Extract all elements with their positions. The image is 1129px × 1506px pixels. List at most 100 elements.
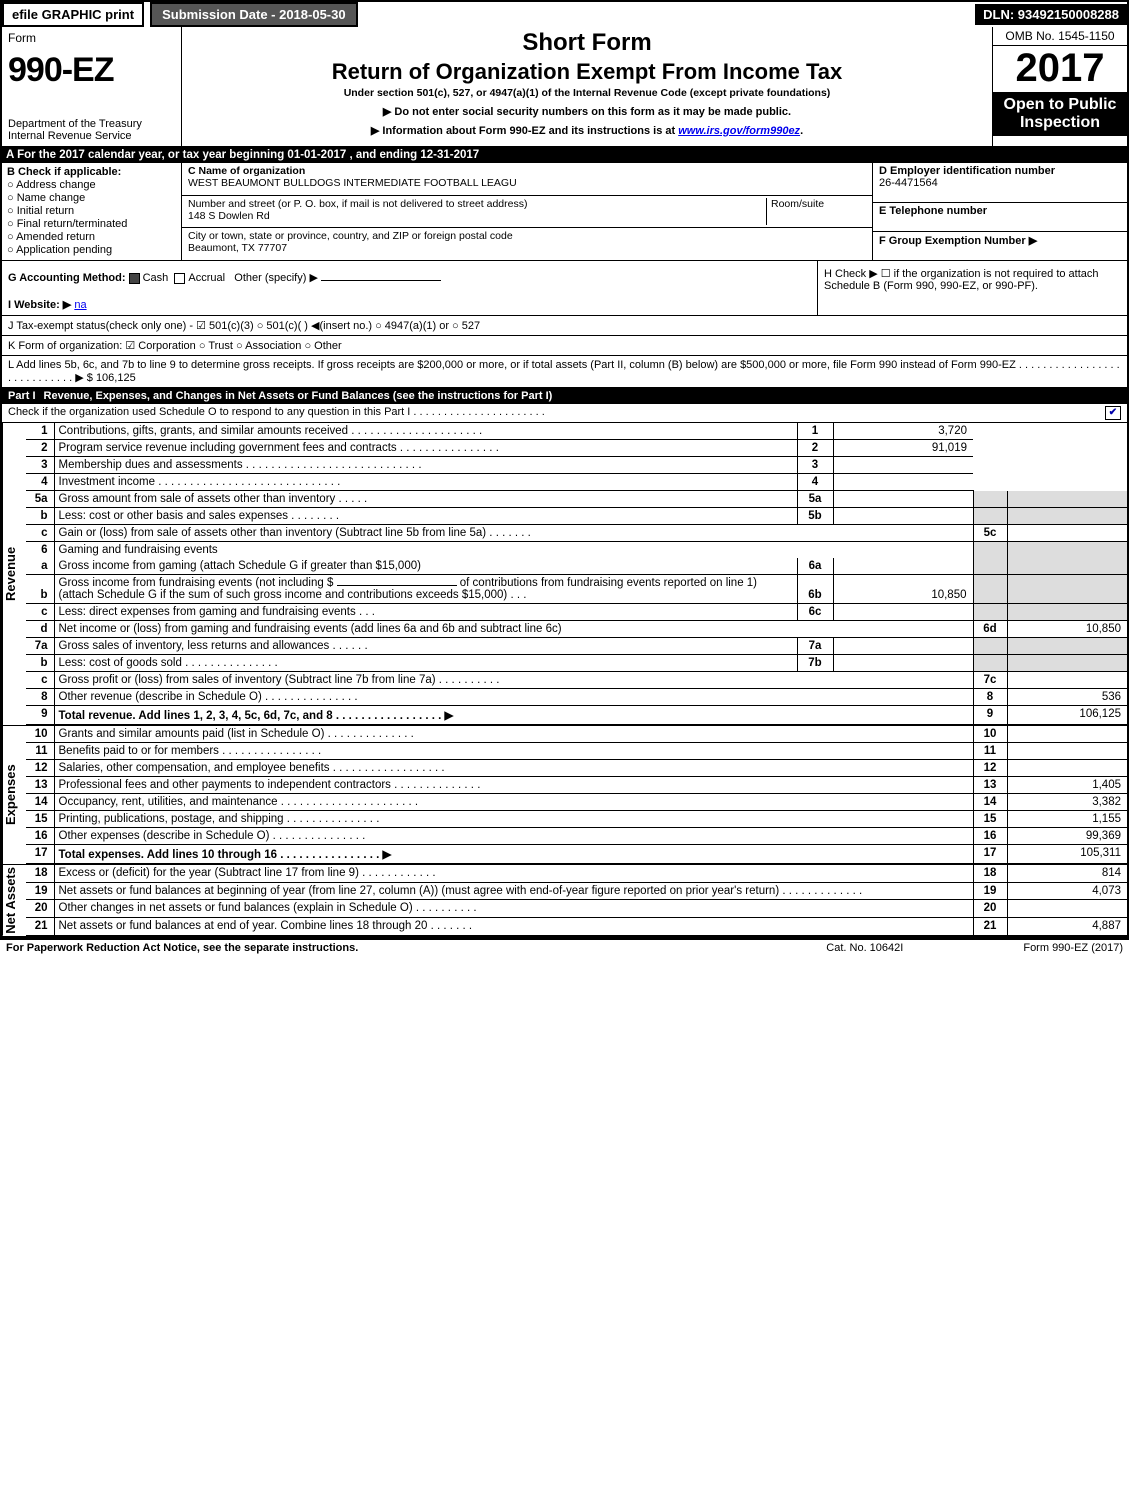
num-20: 20: [973, 900, 1007, 918]
desc-21: Net assets or fund balances at end of ye…: [54, 918, 973, 936]
shadev-5b: [1007, 508, 1127, 525]
val-9: 106,125: [1007, 706, 1127, 725]
val-17: 105,311: [1007, 845, 1127, 864]
ln-19: 19: [26, 882, 54, 900]
shade-5b: [973, 508, 1007, 525]
box-c: C Name of organization WEST BEAUMONT BUL…: [182, 163, 872, 260]
line-6d: dNet income or (loss) from gaming and fu…: [26, 621, 1127, 638]
irs-link[interactable]: www.irs.gov/form990ez: [678, 125, 800, 137]
chk-amended-return[interactable]: Amended return: [7, 231, 176, 243]
desc-9: Total revenue. Add lines 1, 2, 3, 4, 5c,…: [54, 706, 973, 725]
line-5a: 5aGross amount from sale of assets other…: [26, 491, 1127, 508]
num-6d: 6d: [973, 621, 1007, 638]
ln-7b: b: [26, 655, 54, 672]
schedule-o-checkbox[interactable]: ✔: [1105, 406, 1121, 420]
net-assets-vlabel: Net Assets: [2, 865, 26, 936]
chk-accrual[interactable]: [174, 273, 185, 284]
ln-11: 11: [26, 743, 54, 760]
part-i-header: Part I Revenue, Expenses, and Changes in…: [2, 388, 1127, 404]
other-specify-line[interactable]: [321, 280, 441, 281]
desc-4: Investment income . . . . . . . . . . . …: [54, 474, 797, 491]
desc-19: Net assets or fund balances at beginning…: [54, 882, 973, 900]
e-telephone-label: E Telephone number: [872, 203, 1127, 231]
ln-5b: b: [26, 508, 54, 525]
mv-5a: [833, 491, 973, 508]
shade-6c: [973, 604, 1007, 621]
shadev-7b: [1007, 655, 1127, 672]
desc-5b: Less: cost or other basis and sales expe…: [54, 508, 797, 525]
expenses-section: Expenses 10Grants and similar amounts pa…: [2, 726, 1127, 865]
num-19: 19: [973, 882, 1007, 900]
chk-name-change[interactable]: Name change: [7, 192, 176, 204]
website-link[interactable]: na: [74, 299, 86, 311]
d-label: D Employer identification number: [879, 165, 1055, 177]
header-center: Short Form Return of Organization Exempt…: [182, 27, 992, 146]
line-20: 20Other changes in net assets or fund ba…: [26, 900, 1127, 918]
ln-5c: c: [26, 525, 54, 542]
chk-address-change[interactable]: Address change: [7, 179, 176, 191]
form-number: 990-EZ: [8, 51, 175, 90]
g-label: G Accounting Method:: [8, 272, 126, 284]
line-19: 19Net assets or fund balances at beginni…: [26, 882, 1127, 900]
chk-cash[interactable]: [129, 273, 140, 284]
val-11: [1007, 743, 1127, 760]
check-o-text: Check if the organization used Schedule …: [8, 406, 545, 420]
fundraising-amt-line[interactable]: [337, 585, 457, 586]
ln-6d: d: [26, 621, 54, 638]
ln-6: 6: [26, 542, 54, 559]
num-2: 2: [797, 440, 833, 457]
num-14: 14: [973, 794, 1007, 811]
mini-6c: 6c: [797, 604, 833, 621]
line-3: 3Membership dues and assessments . . . .…: [26, 457, 1127, 474]
val-2: 91,019: [833, 440, 973, 457]
submission-date-button[interactable]: Submission Date - 2018-05-30: [150, 2, 358, 27]
dln-label: DLN: 93492150008288: [975, 4, 1127, 25]
desc-6c: Less: direct expenses from gaming and fu…: [54, 604, 797, 621]
section-b-to-f: B Check if applicable: Address change Na…: [2, 163, 1127, 261]
city-label: City or town, state or province, country…: [188, 230, 513, 242]
desc-18: Excess or (deficit) for the year (Subtra…: [54, 865, 973, 882]
open-to-public: Open to Public Inspection: [993, 92, 1127, 136]
line-6a: aGross income from gaming (attach Schedu…: [26, 558, 1127, 575]
desc-16: Other expenses (describe in Schedule O) …: [54, 828, 973, 845]
header: Form 990-EZ Department of the Treasury I…: [2, 27, 1127, 148]
val-13: 1,405: [1007, 777, 1127, 794]
shadev-7a: [1007, 638, 1127, 655]
line-7c: cGross profit or (loss) from sales of in…: [26, 672, 1127, 689]
header-right: OMB No. 1545-1150 2017 Open to Public In…: [992, 27, 1127, 146]
ln-12: 12: [26, 760, 54, 777]
num-3: 3: [797, 457, 833, 474]
ln-1: 1: [26, 423, 54, 440]
chk-application-pending[interactable]: Application pending: [7, 244, 176, 256]
shade-5a: [973, 491, 1007, 508]
num-12: 12: [973, 760, 1007, 777]
ln-15: 15: [26, 811, 54, 828]
line-11: 11Benefits paid to or for members . . . …: [26, 743, 1127, 760]
num-11: 11: [973, 743, 1007, 760]
shade-6b: [973, 575, 1007, 604]
form-container: Form 990-EZ Department of the Treasury I…: [0, 27, 1129, 940]
val-10: [1007, 726, 1127, 743]
chk-initial-return[interactable]: Initial return: [7, 205, 176, 217]
desc-6a: Gross income from gaming (attach Schedul…: [54, 558, 797, 575]
chk-final-return[interactable]: Final return/terminated: [7, 218, 176, 230]
arrow2-prefix: ▶ Information about Form 990-EZ and its …: [371, 125, 678, 137]
num-10: 10: [973, 726, 1007, 743]
ln-16: 16: [26, 828, 54, 845]
num-9: 9: [973, 706, 1007, 725]
i-label: I Website: ▶: [8, 299, 71, 311]
footer-right: Form 990-EZ (2017): [1023, 942, 1123, 954]
efile-print-button[interactable]: efile GRAPHIC print: [2, 2, 144, 27]
desc-5c: Gain or (loss) from sale of assets other…: [54, 525, 973, 542]
tax-year: 2017: [993, 46, 1127, 88]
mv-7b: [833, 655, 973, 672]
desc-6b: Gross income from fundraising events (no…: [54, 575, 797, 604]
line-5c: cGain or (loss) from sale of assets othe…: [26, 525, 1127, 542]
street-label: Number and street (or P. O. box, if mail…: [188, 198, 527, 210]
shadev-6b: [1007, 575, 1127, 604]
num-17: 17: [973, 845, 1007, 864]
val-7c: [1007, 672, 1127, 689]
desc-6: Gaming and fundraising events: [54, 542, 973, 559]
expenses-table: 10Grants and similar amounts paid (list …: [26, 726, 1127, 864]
ln-7c: c: [26, 672, 54, 689]
